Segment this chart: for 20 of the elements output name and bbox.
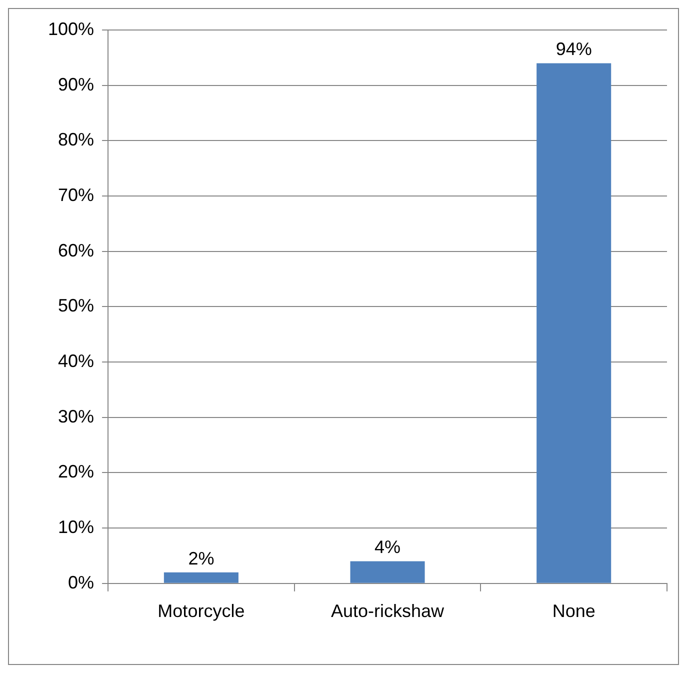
x-tick-label: Motorcycle — [158, 601, 245, 622]
data-label: 4% — [374, 537, 401, 558]
bar — [536, 63, 612, 583]
bar — [350, 561, 425, 583]
y-tick-label: 20% — [58, 462, 94, 482]
y-tick-label: 10% — [58, 517, 94, 538]
y-tick-label: 30% — [58, 406, 94, 426]
data-label: 2% — [188, 548, 214, 568]
y-tick-label: 60% — [58, 240, 94, 260]
y-tick-label: 50% — [58, 296, 94, 316]
y-tick-label: 70% — [58, 184, 94, 205]
y-tick-label: 0% — [68, 572, 94, 592]
x-tick-label: Auto-rickshaw — [330, 601, 446, 622]
y-tick-label: 100% — [48, 18, 94, 39]
x-tick-label: None — [552, 601, 596, 622]
data-label: 94% — [556, 39, 592, 60]
bar — [164, 572, 238, 583]
y-tick-label: 90% — [58, 74, 94, 94]
y-tick-label: 40% — [58, 351, 94, 372]
y-tick-label: 80% — [58, 130, 94, 150]
